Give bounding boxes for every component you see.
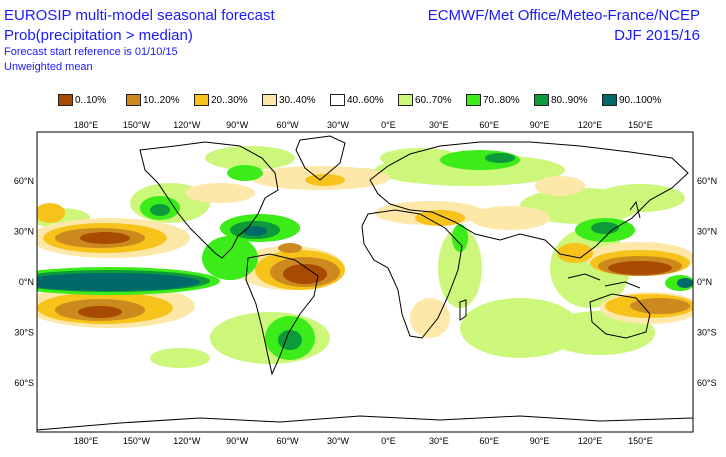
lon-tick-label: 60°E (479, 436, 499, 446)
legend-swatch (126, 94, 141, 106)
lat-tick-label: 0°N (19, 277, 34, 287)
lon-tick-label: 30°E (429, 436, 449, 446)
forecast-reference: Forecast start reference is 01/10/15 (4, 46, 178, 58)
lat-tick-label: 60°S (697, 378, 717, 388)
legend-item: 30..40% (262, 93, 316, 107)
legend-swatch (58, 94, 73, 106)
legend-label: 10..20% (143, 94, 180, 106)
legend-swatch (602, 94, 617, 106)
legend-item: 10..20% (126, 93, 180, 107)
lon-tick-label: 90°E (530, 120, 550, 130)
legend-label: 60..70% (415, 94, 452, 106)
lat-tick-label: 30°N (14, 227, 34, 237)
lat-tick-label: 0°N (697, 277, 712, 287)
legend-swatch (194, 94, 209, 106)
lat-tick-label: 60°S (14, 378, 34, 388)
lat-tick-label: 30°S (14, 328, 34, 338)
lon-tick-label: 150°W (123, 436, 151, 446)
lat-tick-label: 60°N (14, 176, 34, 186)
lon-tick-label: 30°E (429, 120, 449, 130)
lon-tick-label: 120°W (173, 120, 201, 130)
legend-item: 20..30% (194, 93, 248, 107)
legend-label: 80..90% (551, 94, 588, 106)
lon-tick-label: 120°E (578, 436, 603, 446)
lon-tick-label: 150°E (628, 120, 653, 130)
lon-tick-label: 60°W (277, 120, 300, 130)
legend-item: 60..70% (398, 93, 452, 107)
legend-item: 80..90% (534, 93, 588, 107)
map-subtitle: Prob(precipitation > median) (4, 27, 193, 44)
lon-tick-label: 0°E (381, 436, 396, 446)
probability-field (37, 135, 693, 431)
lon-tick-label: 30°W (327, 436, 350, 446)
lon-tick-label: 150°E (628, 436, 653, 446)
legend-swatch (534, 94, 549, 106)
legend-swatch (262, 94, 277, 106)
legend-swatch (330, 94, 345, 106)
legend-swatch (398, 94, 413, 106)
legend-label: 90..100% (619, 94, 662, 106)
legend-item: 70..80% (466, 93, 520, 107)
lon-tick-label: 60°W (277, 436, 300, 446)
lon-tick-label: 0°E (381, 120, 396, 130)
lon-tick-label: 180°E (74, 120, 99, 130)
mean-type: Unweighted mean (4, 61, 93, 73)
lat-tick-label: 30°S (697, 328, 717, 338)
lat-tick-label: 60°N (697, 176, 717, 186)
forecast-map: 180°E 150°W 120°W 90°W 60°W 30°W 0°E 30°E 60°E 90… (0, 118, 726, 452)
lon-tick-label: 180°E (74, 436, 99, 446)
legend-label: 40..60% (347, 94, 384, 106)
lon-tick-label: 30°W (327, 120, 350, 130)
lon-tick-label: 120°W (173, 436, 201, 446)
legend-label: 70..80% (483, 94, 520, 106)
legend-item: 40..60% (330, 93, 384, 107)
lon-tick-label: 120°E (578, 120, 603, 130)
lat-tick-label: 30°N (697, 227, 717, 237)
lon-tick-label: 90°W (226, 120, 249, 130)
legend-label: 30..40% (279, 94, 316, 106)
legend-label: 20..30% (211, 94, 248, 106)
lon-tick-label: 90°E (530, 436, 550, 446)
lon-tick-label: 90°W (226, 436, 249, 446)
lon-tick-label: 60°E (479, 120, 499, 130)
legend-item: 0..10% (58, 93, 106, 107)
legend-item: 90..100% (602, 93, 661, 107)
source-agencies: ECMWF/Met Office/Meteo-France/NCEP (427, 7, 700, 24)
lon-tick-label: 150°W (123, 120, 151, 130)
legend-swatch (466, 94, 481, 106)
forecast-season: DJF 2015/16 (614, 27, 700, 44)
legend-label: 0..10% (75, 94, 107, 106)
map-frame (36, 131, 694, 433)
map-title: EUROSIP multi-model seasonal forecast (4, 7, 275, 24)
